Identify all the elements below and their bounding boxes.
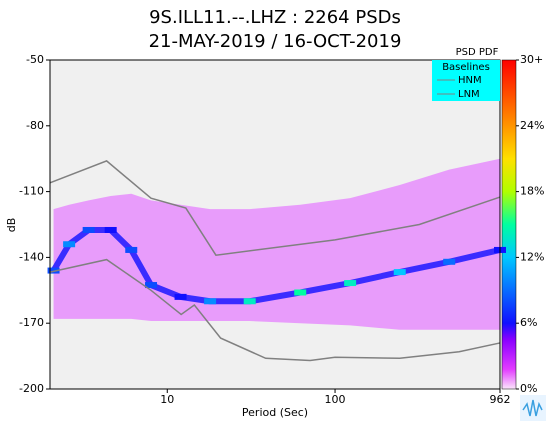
colorbar-tick-label: 12%: [520, 250, 544, 263]
baseline-line: [49, 258, 501, 362]
colorbar-tick-label: 6%: [520, 316, 537, 329]
legend-label: LNM: [458, 89, 480, 100]
colorbar-title: PSD PDF: [456, 47, 499, 58]
logo-wave: [522, 399, 543, 417]
pdf-cell: [294, 289, 307, 296]
pdf-cell: [82, 226, 95, 233]
pdf-cell: [393, 269, 406, 276]
pdf-cell: [344, 280, 357, 287]
y-tick-label: -110: [19, 185, 44, 198]
pdf-cell: [174, 293, 187, 300]
chart-subtitle: 21-MAY-2019 / 16-OCT-2019: [149, 31, 402, 52]
x-axis-label: Period (Sec): [242, 406, 308, 419]
colorbar-tick-label: 18%: [520, 185, 544, 198]
pdf-cell: [104, 226, 117, 233]
pdf-cell: [145, 282, 158, 289]
x-tick-label: 100: [325, 393, 346, 406]
legend-label: HNM: [458, 75, 482, 86]
pdf-cell: [443, 258, 456, 265]
pdf-cell: [243, 298, 256, 305]
pdf-cell: [63, 241, 76, 248]
x-tick-label: 962: [490, 393, 511, 406]
logo: [520, 395, 546, 421]
y-tick-label: -80: [26, 119, 44, 132]
pdf-cell: [125, 246, 138, 253]
baseline-line: [49, 160, 501, 257]
y-tick-label: -140: [19, 250, 44, 263]
pdf-cell: [204, 298, 217, 305]
y-tick-label: -50: [26, 53, 44, 66]
colorbar: [501, 59, 517, 390]
colorbar-tick-label: 0%: [520, 382, 537, 395]
x-tick-label: 10: [160, 393, 174, 406]
y-tick-label: -170: [19, 316, 44, 329]
legend-title: Baselines: [442, 62, 490, 73]
colorbar-tick-label: 24%: [520, 119, 544, 132]
plot-frame: [49, 59, 501, 390]
y-tick-label: -200: [19, 382, 44, 395]
chart-title: 9S.ILL11.--.LHZ : 2264 PSDs: [149, 7, 401, 28]
y-axis-label: dB: [5, 218, 18, 233]
pdf-spread: [53, 158, 501, 330]
colorbar-tick-label: 30+: [520, 53, 543, 66]
